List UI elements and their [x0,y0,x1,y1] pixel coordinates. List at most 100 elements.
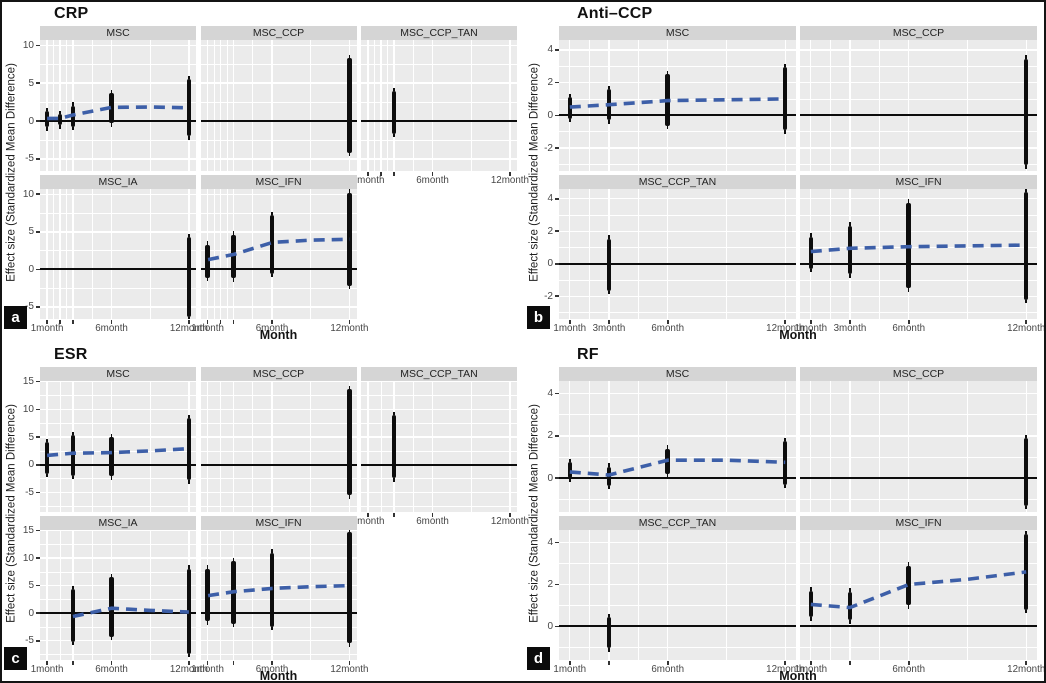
panel-d-rf: RF Effect size (Standardized Mean Differ… [525,343,1044,681]
gridline-major [559,81,796,84]
gridline-minor [226,189,228,319]
y-tick-mark [555,541,559,544]
y-tick-label: 2 [547,225,553,237]
gridline-major [569,530,571,660]
gridline-major [361,436,517,438]
gridline-minor [800,247,1037,248]
error-bar [906,562,911,609]
x-tick-mark [509,172,511,176]
y-tick-mark [36,612,40,614]
x-tick-mark [431,172,434,176]
gridline-minor [726,530,727,660]
y-tick-label: 10 [22,552,34,564]
gridline-major [200,408,357,410]
gridline-minor [412,40,414,171]
gridline-minor [800,65,1037,67]
x-tick-label: 1month [191,664,224,675]
y-tick-mark [555,392,559,395]
gridline-minor [967,40,968,171]
y-tick-label: 0 [547,258,553,270]
gridline-major [800,541,1037,544]
error-bar [44,107,50,131]
x-tick-label: 6month [892,323,926,334]
y-tick-mark [36,306,40,308]
y-axis-label: Effect size (Standardized Mean Differenc… [5,63,18,282]
x-tick-mark [1025,320,1028,324]
gridline-minor [800,605,1037,606]
x-tick-mark [271,661,273,665]
error-bar [109,89,114,128]
zero-line [559,477,796,480]
y-tick-label: 4 [547,537,553,549]
x-tick-mark [232,661,235,665]
x-tick-label: 3month [833,323,867,334]
y-tick-mark [36,44,40,47]
facet-panel [40,189,196,319]
x-tick-mark [72,320,74,324]
y-tick-mark [555,583,559,586]
gridline-minor [91,381,93,512]
x-tick-label: 6month [255,323,289,334]
gridline-minor [559,164,796,165]
x-tick-mark [666,320,669,324]
y-tick-label: 0 [28,115,34,127]
gridline-major [40,193,196,195]
x-tick-label: 1month [191,323,224,334]
x-tick-label: 12month [766,664,805,675]
gridline-major [800,230,1037,232]
x-tick-label: 6month [416,175,449,186]
gridline-major [608,381,610,512]
gridline-minor [361,478,517,480]
x-tick-label: 6month [651,664,685,675]
panel-title: RF [577,346,599,363]
x-tick-label: 1month [30,664,64,675]
gridline-minor [40,626,196,628]
x-tick-label: 1month [794,664,828,675]
gridline-minor [40,422,196,424]
gridline-major [200,44,357,46]
gridline-major [800,81,1037,84]
zero-line [40,268,196,271]
facet-panel [40,381,196,512]
gridline-minor [59,530,61,660]
x-tick-mark [907,320,910,324]
gridline-minor [800,214,1037,216]
x-tick-label: 12month [490,516,529,527]
gridline-major [40,408,196,410]
y-tick-mark [555,147,559,149]
gridline-major [784,530,786,660]
gridline-minor [589,381,590,512]
y-tick-label: 5 [28,226,34,238]
y-tick-label: 2 [547,430,553,442]
zero-line [200,268,357,271]
y-tick-mark [555,477,559,479]
x-tick-mark [849,661,851,665]
x-tick-mark [666,661,669,665]
x-tick-label: 12month [169,664,208,675]
x-tick-mark [46,320,48,324]
x-tick-label: 6month [416,516,449,527]
gridline-minor [149,40,151,171]
gridline-major [40,381,196,383]
gridline-minor [200,250,357,251]
gridline-major [667,530,669,660]
gridline-minor [40,250,196,251]
panel-c-esr: ESR Effect size (Standardized Mean Diffe… [2,343,529,681]
y-tick-label: 0 [28,607,34,619]
y-tick-mark [555,81,559,84]
x-tick-label: 1month [351,516,385,527]
gridline-minor [380,381,382,512]
x-axis-label: Month [259,328,298,342]
y-tick-mark [36,120,40,122]
error-bar [906,199,911,292]
y-tick-label: 0 [547,620,553,632]
gridline-major [908,381,910,512]
zero-line [200,463,357,466]
gridline-minor [374,40,375,171]
gridline-major [784,189,786,319]
gridline-major [559,583,796,586]
zero-line [559,625,796,628]
gridline-major [271,381,273,512]
gridline-major [559,392,796,395]
y-tick-label: 10 [22,188,34,200]
